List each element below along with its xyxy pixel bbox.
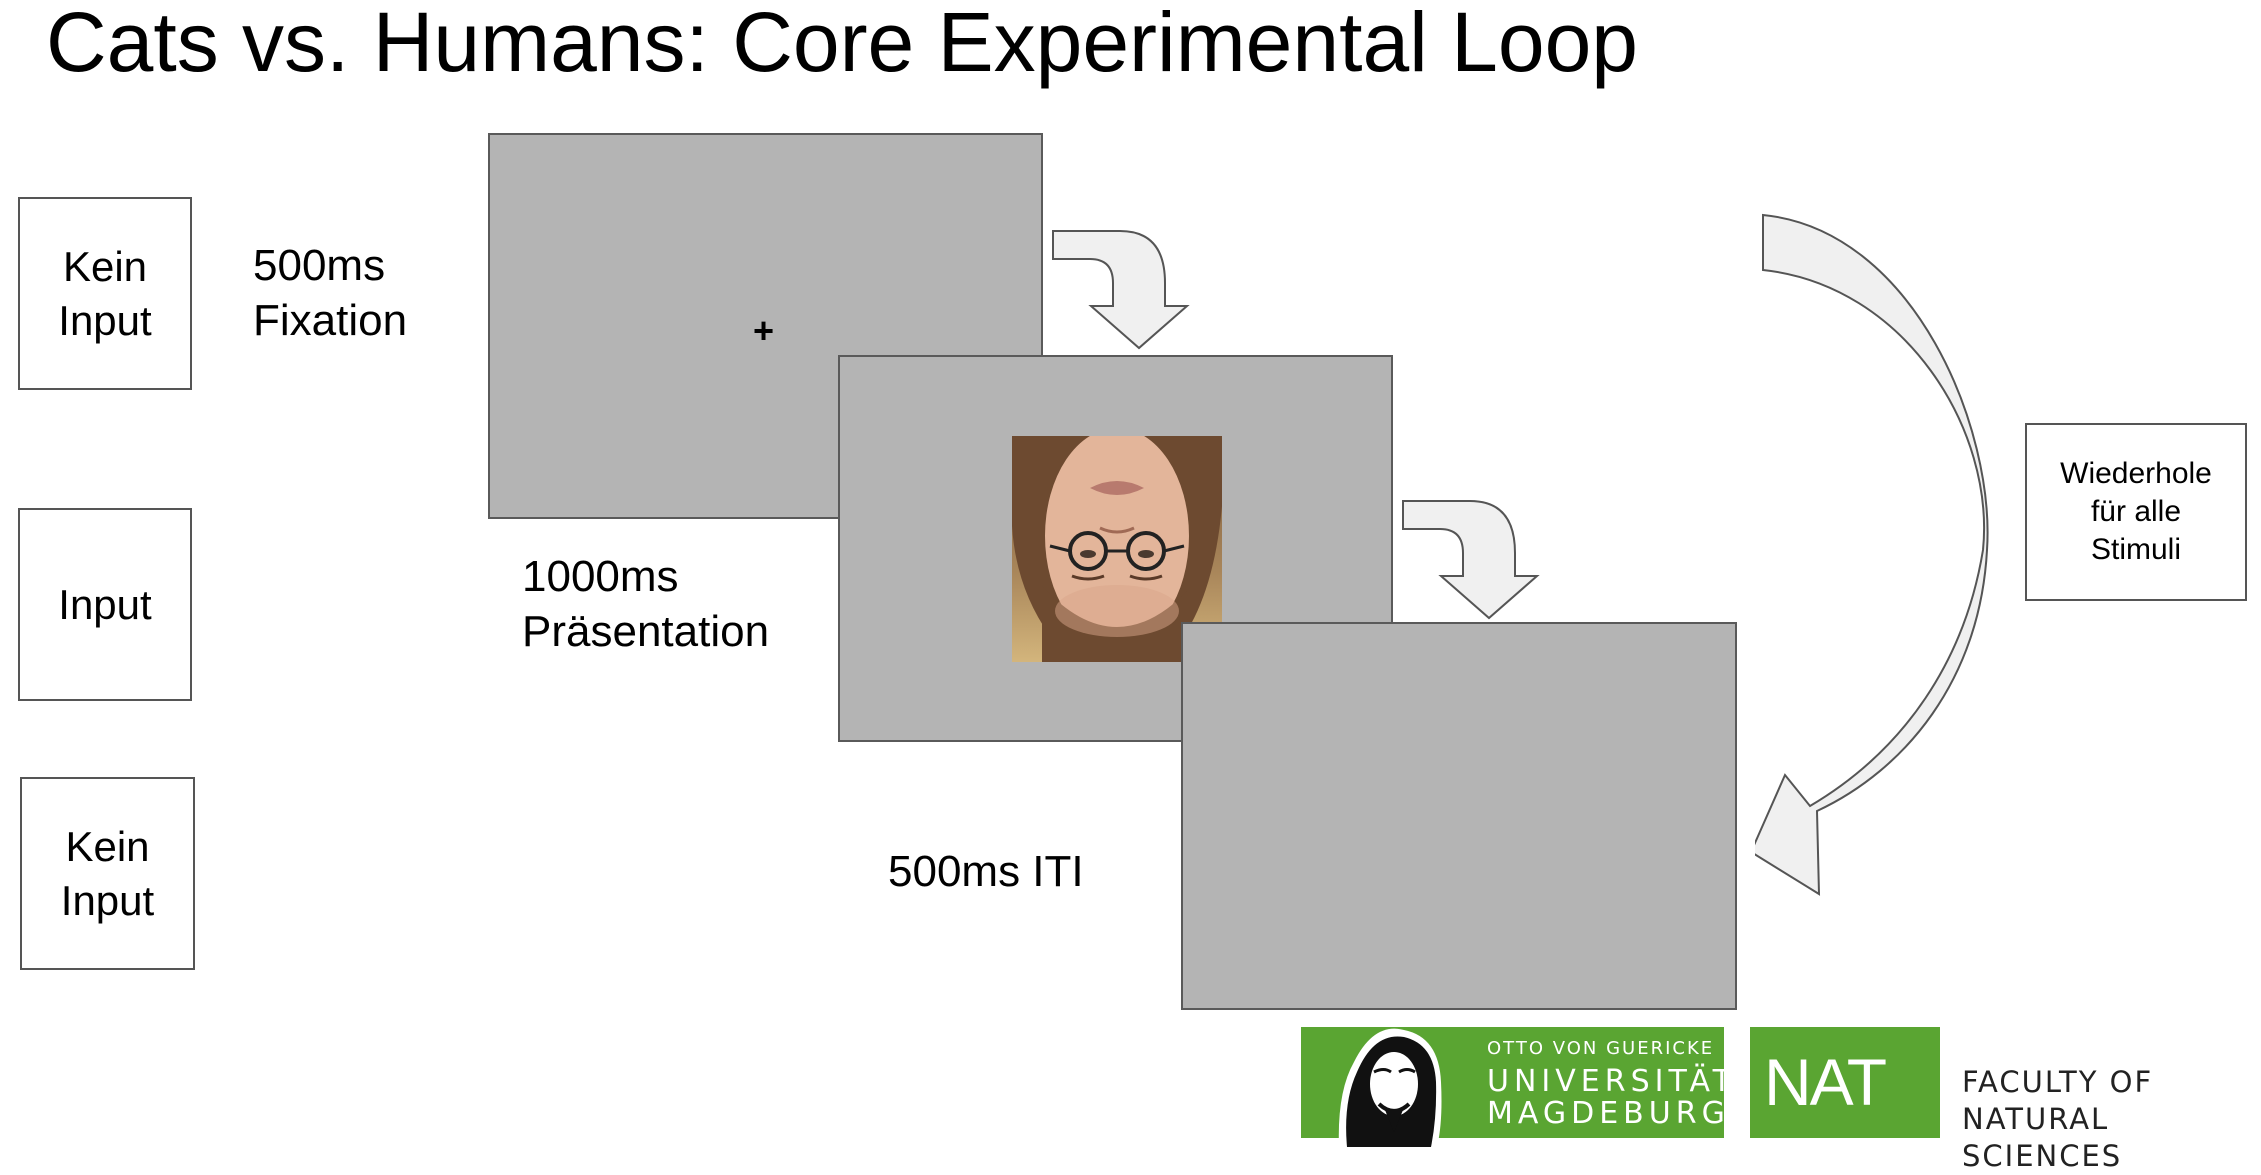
portrait-icon bbox=[1338, 1028, 1442, 1147]
input-box-iti: Kein Input bbox=[20, 777, 195, 970]
presentation-duration-label: 1000ms Präsentation bbox=[522, 552, 770, 656]
university-line1-text: UNIVERSITÄT bbox=[1487, 1064, 1736, 1099]
repeat-label-box: Wiederhole für alle Stimuli bbox=[2025, 423, 2247, 601]
input-box-presentation: Input bbox=[18, 508, 192, 701]
university-top-text: OTTO VON GUERICKE bbox=[1487, 1038, 1715, 1059]
arrow-down-right-icon bbox=[1402, 500, 1540, 620]
loop-arrow-icon bbox=[1755, 213, 1989, 896]
fixation-cross: + bbox=[753, 310, 775, 351]
university-line2-text: MAGDEBURG bbox=[1487, 1096, 1730, 1131]
iti-screen bbox=[1181, 622, 1737, 1010]
input-box-fixation: Kein Input bbox=[18, 197, 192, 390]
nat-logo: NAT bbox=[1750, 1027, 1940, 1138]
fixation-screen: + bbox=[488, 133, 1043, 519]
faculty-text: FACULTY OF NATURAL SCIENCES bbox=[1962, 1065, 2154, 1173]
iti-duration-label: 500ms ITI bbox=[888, 847, 1084, 896]
fixation-duration-label: 500ms Fixation bbox=[253, 241, 408, 345]
university-logo: OTTO VON GUERICKE UNIVERSITÄT MAGDEBURG bbox=[1301, 1027, 1731, 1147]
nat-text: NAT bbox=[1764, 1045, 1887, 1119]
page-title: Cats vs. Humans: Core Experimental Loop bbox=[46, 0, 1639, 89]
arrow-down-right-icon bbox=[1052, 230, 1190, 350]
face-stimulus-image bbox=[1012, 436, 1222, 662]
